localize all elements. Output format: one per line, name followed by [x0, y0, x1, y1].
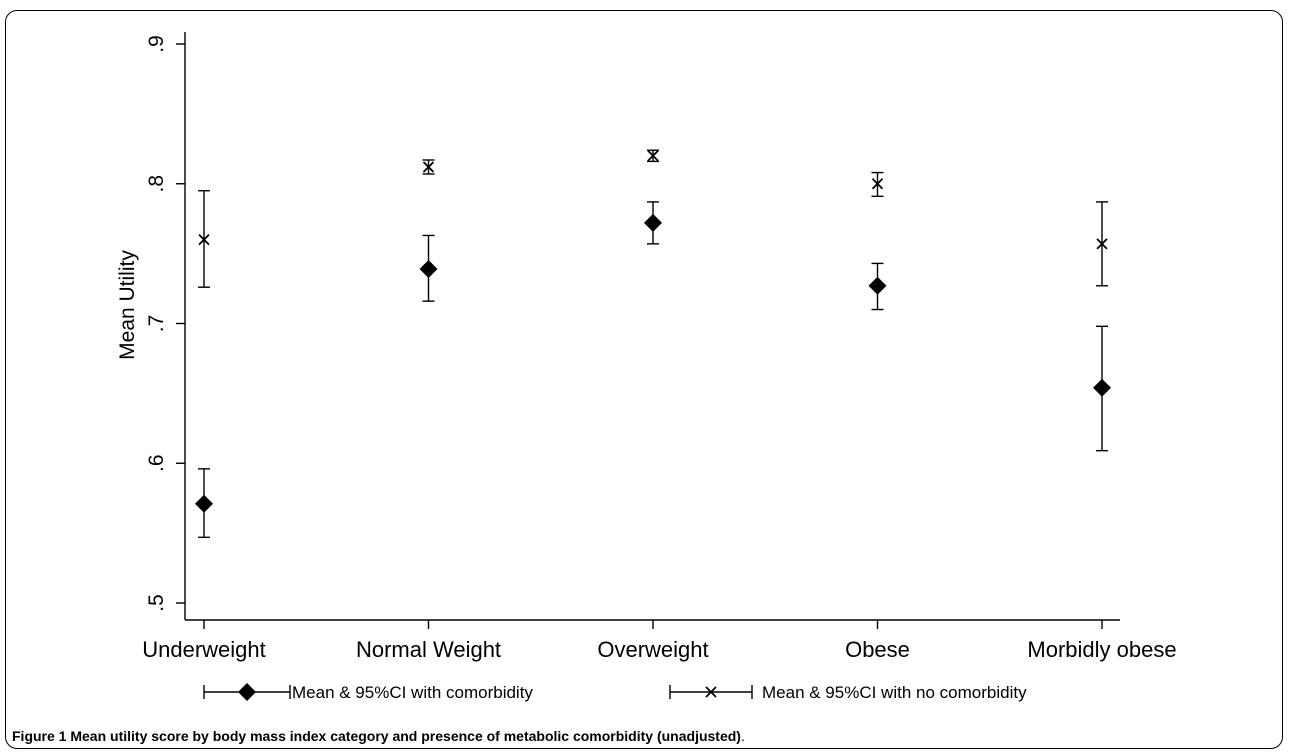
legend-label: Mean & 95%CI with no comorbidity: [762, 683, 1027, 702]
caption-text: Mean utility score by body mass index ca…: [70, 728, 741, 744]
legend-item: Mean & 95%CI with comorbidity: [203, 683, 533, 702]
y-tick-label: .6: [145, 454, 168, 472]
legend-label: Mean & 95%CI with comorbidity: [292, 683, 533, 702]
point-x-stroke: [198, 234, 210, 246]
series-x: [198, 149, 1108, 288]
point-x: [705, 686, 717, 698]
figure-frame: [5, 10, 1283, 749]
data-marks: [195, 149, 1111, 539]
point-x-stroke: [871, 178, 884, 190]
point-x-stroke: [422, 161, 435, 173]
point-x: [198, 234, 210, 246]
point-diamond: [419, 259, 438, 278]
point-x: [1096, 238, 1108, 250]
figure-caption: Figure 1 Mean utility score by body mass…: [12, 728, 745, 744]
x-tick-label: Obese: [845, 637, 910, 662]
y-tick-label: .5: [145, 594, 168, 612]
x-axis: Underweight Normal Weight Overweight Obese M…: [142, 619, 1177, 662]
legend: Mean & 95%CI with comorbidity Mean & 95%C…: [203, 683, 1027, 702]
y-tick-label: .8: [145, 175, 168, 193]
point-x: [422, 161, 435, 173]
point-x: [647, 150, 659, 162]
x-tick-label: Overweight: [597, 637, 708, 662]
point-x-stroke: [647, 150, 659, 162]
point-diamond: [195, 494, 213, 513]
series-diamond: [195, 201, 1111, 539]
x-tick-label: Underweight: [142, 637, 266, 662]
x-tick-label: Normal Weight: [356, 637, 501, 662]
legend-item: Mean & 95%CI with no comorbidity: [669, 683, 1027, 702]
y-tick-label: .7: [145, 315, 168, 333]
y-tick-label: .9: [145, 35, 168, 53]
point-diamond: [238, 683, 256, 701]
x-tick-label: Morbidly obese: [1027, 637, 1176, 662]
chart: .5 .6 .7 .8 .9 Underweight Normal Weight Overw…: [116, 32, 1177, 702]
point-diamond: [1093, 378, 1111, 397]
point-x-stroke: [1096, 238, 1108, 250]
point-diamond: [868, 276, 887, 295]
caption-number: Figure 1: [12, 728, 67, 744]
point-x: [871, 178, 884, 190]
point-x-stroke: [705, 686, 717, 698]
y-axis-label: Mean Utility: [116, 250, 139, 360]
point-diamond: [644, 213, 662, 232]
y-axis: .5 .6 .7 .8 .9: [145, 32, 186, 620]
caption-end: .: [740, 728, 745, 744]
